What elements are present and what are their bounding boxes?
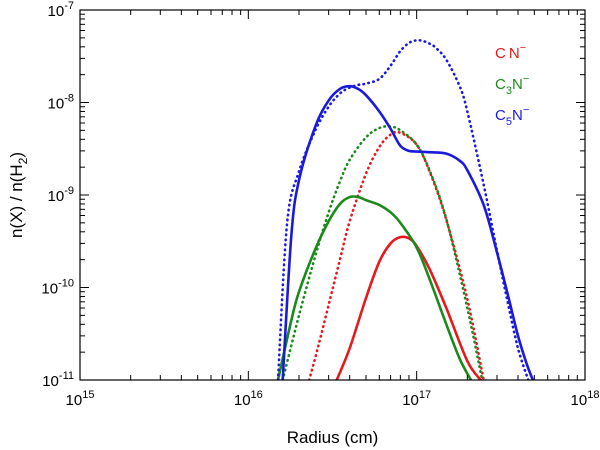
x-tick-label-0: 1015 [66,389,95,409]
tick-layer [79,9,586,381]
label-layer: 1015 1016 1017 1018 10-11 10-10 10-9 10-8 10-7 Ra… [7,0,599,447]
series-line-3 [281,125,484,380]
series-line-0 [335,235,482,380]
y-tick-label-4: 10-7 [48,0,74,20]
legend-entry-1: C3N− [495,73,529,97]
series-line-5 [276,38,530,380]
y-tick-label-2: 10-9 [48,185,74,205]
x-tick-label-3: 1018 [571,389,600,409]
series-line-1 [307,130,485,380]
y-tick-label-0: 10-11 [42,370,74,390]
y-tick-label-1: 10-10 [41,278,74,298]
series-layer [276,38,535,380]
plot-frame [79,9,586,381]
series-line-4 [281,84,535,380]
legend-entry-0: C N− [495,42,526,62]
legend-entry-2: C5N− [495,104,529,128]
x-tick-label-1: 1016 [234,389,263,409]
x-axis-label: Radius (cm) [287,428,379,447]
legend: C N− C3N− C5N− [495,42,529,128]
x-tick-label-2: 1017 [402,389,431,409]
series-line-2 [276,195,473,380]
y-axis-label: n(X) / n(H2) [7,152,30,238]
y-tick-label-3: 10-8 [48,93,74,113]
y-axis-label-group: n(X) / n(H2) [7,152,30,238]
